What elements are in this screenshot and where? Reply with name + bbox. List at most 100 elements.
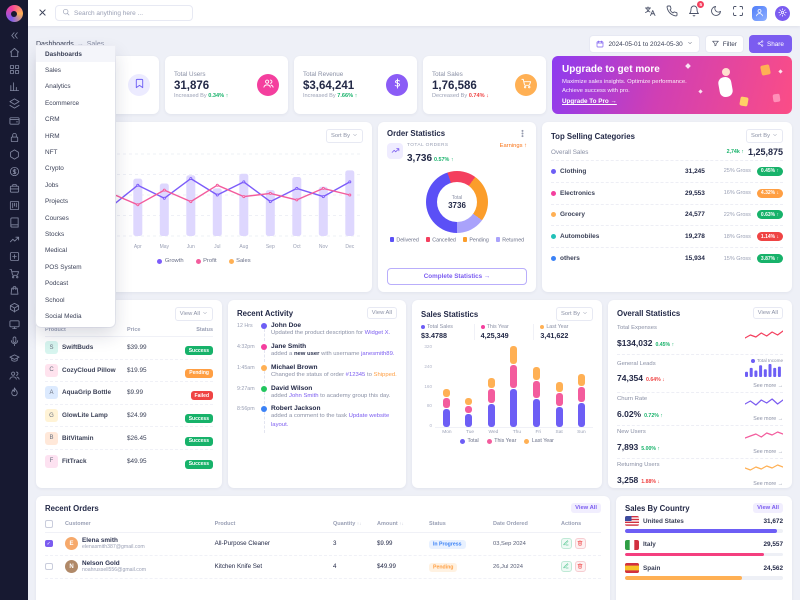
- see-more-link[interactable]: See more →: [753, 448, 783, 455]
- product-row[interactable]: F FitTrack $49.95 Success: [45, 450, 213, 473]
- sidebar-icon-lock[interactable]: [3, 131, 25, 146]
- menu-item-projects[interactable]: Projects: [45, 198, 69, 206]
- menu-item-social-media[interactable]: Social Media: [45, 312, 82, 320]
- menu-item-medical[interactable]: Medical: [45, 247, 68, 255]
- column-status[interactable]: Status: [196, 327, 213, 333]
- settings-gear-button[interactable]: [775, 5, 790, 21]
- sort-by-dropdown[interactable]: Sort By: [745, 129, 783, 143]
- column-date-ordered[interactable]: Date Ordered: [492, 520, 528, 527]
- sidebar-icon-users[interactable]: [3, 369, 25, 384]
- sort-by-dropdown[interactable]: Sort By: [555, 307, 593, 321]
- stat-trend: Decreased By 0.74% ↓: [432, 93, 489, 99]
- product-row[interactable]: G GlowLite Lamp $24.99 Success: [45, 405, 213, 428]
- close-icon[interactable]: [38, 4, 47, 22]
- avatar[interactable]: [752, 5, 767, 21]
- sidebar-icon-graduation-cap[interactable]: [3, 352, 25, 367]
- menu-item-jobs[interactable]: Jobs: [45, 181, 59, 189]
- moon-icon[interactable]: [710, 4, 722, 22]
- view-all-button[interactable]: View All: [366, 307, 397, 319]
- sidebar-icon-layers[interactable]: [3, 97, 25, 112]
- menu-item-school[interactable]: School: [45, 296, 65, 304]
- menu-item-pos-system[interactable]: POS System: [45, 263, 82, 271]
- column-product[interactable]: Product: [214, 520, 236, 527]
- product-thumbnail: B: [45, 431, 58, 445]
- expand-icon[interactable]: [732, 4, 744, 22]
- product-row[interactable]: B BitVitamin $26.45 Success: [45, 427, 213, 450]
- app-logo[interactable]: [5, 5, 23, 22]
- menu-item-podcast[interactable]: Podcast: [45, 280, 69, 288]
- see-more-link[interactable]: See more →: [753, 481, 783, 488]
- sidebar-icon-hexagon[interactable]: [3, 148, 25, 163]
- menu-item-ecommerce[interactable]: Ecommerce: [45, 99, 80, 107]
- sidebar-icon-microphone[interactable]: [3, 335, 25, 350]
- menu-item-sales[interactable]: Sales: [45, 67, 61, 75]
- see-more-link[interactable]: See more →: [753, 383, 783, 390]
- column-amount[interactable]: Amount ↑↓: [376, 520, 404, 527]
- menu-item-dashboards[interactable]: Dashboards: [36, 46, 115, 63]
- menu-item-crm[interactable]: CRM: [45, 116, 60, 124]
- see-more-link[interactable]: See more →: [753, 415, 783, 422]
- column-status[interactable]: Status: [428, 520, 446, 527]
- edit-button[interactable]: [560, 538, 572, 549]
- sidebar-icon-coin[interactable]: [3, 165, 25, 180]
- donut-center-value: 3736: [448, 200, 466, 210]
- delete-button[interactable]: [574, 538, 586, 549]
- translate-icon[interactable]: [644, 4, 656, 22]
- upgrade-cta-link[interactable]: Upgrade To Pro →: [562, 98, 617, 106]
- kebab-menu-icon[interactable]: [518, 129, 527, 138]
- filter-button[interactable]: Filter: [704, 35, 744, 53]
- edit-button[interactable]: [560, 561, 572, 572]
- column-quantity[interactable]: Quantity ↑↓: [332, 520, 362, 527]
- sidebar-icon-flame[interactable]: [3, 386, 25, 401]
- sidebar-icon-wallet[interactable]: [3, 114, 25, 129]
- row-checkbox[interactable]: [45, 562, 53, 571]
- menu-item-hrm[interactable]: HRM: [45, 132, 60, 140]
- earnings-link[interactable]: Earnings ↑: [499, 143, 527, 149]
- complete-statistics-button[interactable]: Complete Statistics →: [387, 268, 527, 285]
- legend-item-profit: Profit: [195, 258, 217, 264]
- product-row[interactable]: S SwiftBuds $39.99 Success: [45, 337, 213, 360]
- menu-item-stocks[interactable]: Stocks: [45, 230, 65, 238]
- menu-item-analytics[interactable]: Analytics: [45, 83, 71, 91]
- product-row[interactable]: C CozyCloud Pillow $19.95 Pending: [45, 360, 213, 383]
- search-input[interactable]: Search anything here ...: [55, 5, 193, 21]
- phone-icon[interactable]: [666, 4, 678, 22]
- sidebar-icon-trending-up[interactable]: [3, 233, 25, 248]
- sidebar-icon-chevrons-left[interactable]: [3, 29, 25, 44]
- sidebar-icon-grid[interactable]: [3, 63, 25, 78]
- country-progress-bar: [625, 529, 783, 533]
- shopping-cart-icon: [515, 74, 537, 96]
- menu-item-courses[interactable]: Courses: [45, 214, 69, 222]
- sidebar-icon-kanban[interactable]: [3, 199, 25, 214]
- date-range-picker[interactable]: 2024-05-01 to 2024-05-30: [589, 35, 700, 53]
- view-all-button[interactable]: View All: [571, 503, 601, 513]
- sidebar-icon-bar-chart[interactable]: [3, 80, 25, 95]
- category-row-others: others 15,934 15% Gross 3.87% ↑: [551, 247, 783, 269]
- column-actions[interactable]: Actions: [560, 520, 582, 527]
- view-all-button[interactable]: View All: [174, 307, 213, 321]
- sidebar-icon-monitor[interactable]: [3, 318, 25, 333]
- row-checkbox[interactable]: ✓: [45, 539, 53, 548]
- activity-item: 1:45am Michael Brown Changed the status o…: [237, 363, 397, 384]
- column-price[interactable]: Price: [127, 327, 141, 333]
- view-all-button[interactable]: View All: [753, 503, 783, 513]
- sidebar-icon-book[interactable]: [3, 216, 25, 231]
- menu-item-nft[interactable]: NFT: [45, 149, 58, 157]
- select-all-checkbox[interactable]: [45, 520, 53, 528]
- sidebar-icon-briefcase[interactable]: [3, 182, 25, 197]
- share-button[interactable]: Share: [748, 35, 792, 53]
- sidebar-icon-shopping-bag[interactable]: [3, 284, 25, 299]
- sidebar-icon-package[interactable]: [3, 301, 25, 316]
- column-product[interactable]: Product: [45, 327, 66, 333]
- delete-button[interactable]: [574, 561, 586, 572]
- sidebar-icon-medical-cross[interactable]: [3, 250, 25, 265]
- view-all-button[interactable]: View All: [752, 307, 783, 319]
- sidebar-icon-home[interactable]: [3, 46, 25, 61]
- breadcrumb-section[interactable]: Dashboards: [36, 40, 74, 48]
- bell-icon[interactable]: 5: [688, 0, 705, 22]
- sidebar-icon-shopping-cart[interactable]: [3, 267, 25, 282]
- menu-item-crypto[interactable]: Crypto: [45, 165, 64, 173]
- column-customer[interactable]: Customer: [65, 520, 91, 527]
- product-row[interactable]: A AquaGrip Bottle $9.99 Failed: [45, 382, 213, 405]
- top-header: Search anything here ... 5: [28, 0, 800, 26]
